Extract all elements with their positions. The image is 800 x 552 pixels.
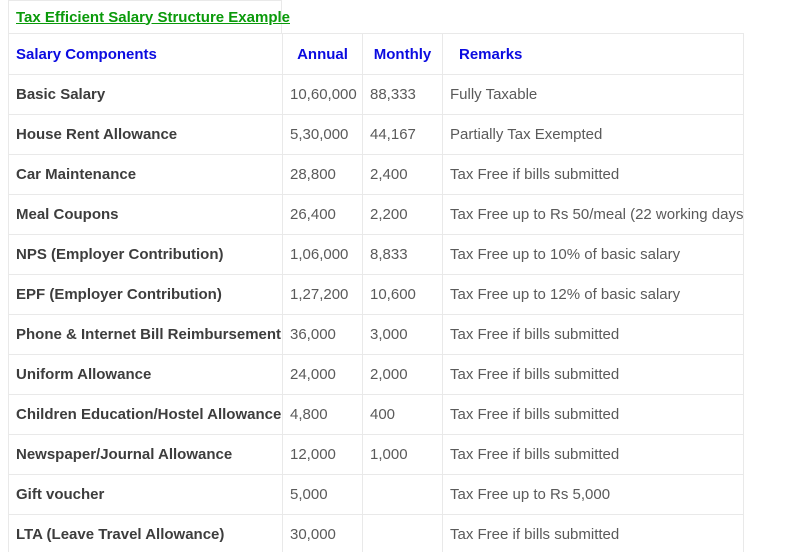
remarks-cell: Partially Tax Exempted <box>442 114 744 155</box>
remarks-cell: Tax Free up to 10% of basic salary <box>442 234 744 275</box>
remarks-cell: Tax Free up to Rs 5,000 <box>442 474 744 515</box>
table-row: Phone & Internet Bill Reimbursement 36,0… <box>8 314 744 355</box>
annual-cell: 1,27,200 <box>282 274 363 315</box>
header-remarks: Remarks <box>442 33 744 75</box>
monthly-cell: 88,333 <box>362 74 443 115</box>
remarks-cell: Tax Free up to 12% of basic salary <box>442 274 744 315</box>
table-row: Newspaper/Journal Allowance 12,000 1,000… <box>8 434 744 475</box>
component-cell: Phone & Internet Bill Reimbursement <box>8 314 283 355</box>
annual-cell: 30,000 <box>282 514 363 552</box>
monthly-cell: 2,400 <box>362 154 443 195</box>
header-annual: Annual <box>282 33 363 75</box>
table-row: Car Maintenance 28,800 2,400 Tax Free if… <box>8 154 744 195</box>
salary-structure-table: Salary Components Annual Monthly Remarks… <box>8 33 744 552</box>
annual-cell: 1,06,000 <box>282 234 363 275</box>
monthly-cell <box>362 474 443 515</box>
table-row: EPF (Employer Contribution) 1,27,200 10,… <box>8 274 744 315</box>
monthly-cell: 2,200 <box>362 194 443 235</box>
monthly-cell: 44,167 <box>362 114 443 155</box>
component-cell: Car Maintenance <box>8 154 283 195</box>
component-cell: Basic Salary <box>8 74 283 115</box>
monthly-cell: 1,000 <box>362 434 443 475</box>
table-row: Gift voucher 5,000 Tax Free up to Rs 5,0… <box>8 474 744 515</box>
table-header: Salary Components Annual Monthly Remarks <box>8 33 744 75</box>
table-row: House Rent Allowance 5,30,000 44,167 Par… <box>8 114 744 155</box>
annual-cell: 4,800 <box>282 394 363 435</box>
table-row: Meal Coupons 26,400 2,200 Tax Free up to… <box>8 194 744 235</box>
component-cell: Newspaper/Journal Allowance <box>8 434 283 475</box>
table-row: Uniform Allowance 24,000 2,000 Tax Free … <box>8 354 744 395</box>
component-cell: NPS (Employer Contribution) <box>8 234 283 275</box>
header-monthly: Monthly <box>362 33 443 75</box>
monthly-cell: 10,600 <box>362 274 443 315</box>
component-cell: House Rent Allowance <box>8 114 283 155</box>
component-cell: EPF (Employer Contribution) <box>8 274 283 315</box>
table-row: Basic Salary 10,60,000 88,333 Fully Taxa… <box>8 74 744 115</box>
annual-cell: 5,000 <box>282 474 363 515</box>
annual-cell: 26,400 <box>282 194 363 235</box>
monthly-cell: 3,000 <box>362 314 443 355</box>
monthly-cell: 2,000 <box>362 354 443 395</box>
table-title-cell: Tax Efficient Salary Structure Example <box>8 0 290 33</box>
remarks-cell: Tax Free if bills submitted <box>442 354 744 395</box>
annual-cell: 10,60,000 <box>282 74 363 115</box>
component-cell: Gift voucher <box>8 474 283 515</box>
component-cell: Meal Coupons <box>8 194 283 235</box>
table-row: LTA (Leave Travel Allowance) 30,000 Tax … <box>8 514 744 552</box>
monthly-cell: 400 <box>362 394 443 435</box>
remarks-cell: Tax Free up to Rs 50/meal (22 working da… <box>442 194 744 235</box>
remarks-cell: Tax Free if bills submitted <box>442 394 744 435</box>
component-cell: Uniform Allowance <box>8 354 283 395</box>
annual-cell: 24,000 <box>282 354 363 395</box>
remarks-cell: Tax Free if bills submitted <box>442 514 744 552</box>
table-body: Basic Salary 10,60,000 88,333 Fully Taxa… <box>8 74 744 552</box>
annual-cell: 5,30,000 <box>282 114 363 155</box>
remarks-cell: Tax Free if bills submitted <box>442 314 744 355</box>
table-row: Children Education/Hostel Allowance 4,80… <box>8 394 744 435</box>
table-row: NPS (Employer Contribution) 1,06,000 8,8… <box>8 234 744 275</box>
monthly-cell: 8,833 <box>362 234 443 275</box>
annual-cell: 12,000 <box>282 434 363 475</box>
remarks-cell: Fully Taxable <box>442 74 744 115</box>
annual-cell: 36,000 <box>282 314 363 355</box>
component-cell: LTA (Leave Travel Allowance) <box>8 514 283 552</box>
monthly-cell <box>362 514 443 552</box>
table-title-link[interactable]: Tax Efficient Salary Structure Example <box>16 8 290 26</box>
remarks-cell: Tax Free if bills submitted <box>442 154 744 195</box>
header-salary-components: Salary Components <box>8 33 283 75</box>
header-row: Salary Components Annual Monthly Remarks <box>8 33 744 75</box>
component-cell: Children Education/Hostel Allowance <box>8 394 283 435</box>
annual-cell: 28,800 <box>282 154 363 195</box>
remarks-cell: Tax Free if bills submitted <box>442 434 744 475</box>
